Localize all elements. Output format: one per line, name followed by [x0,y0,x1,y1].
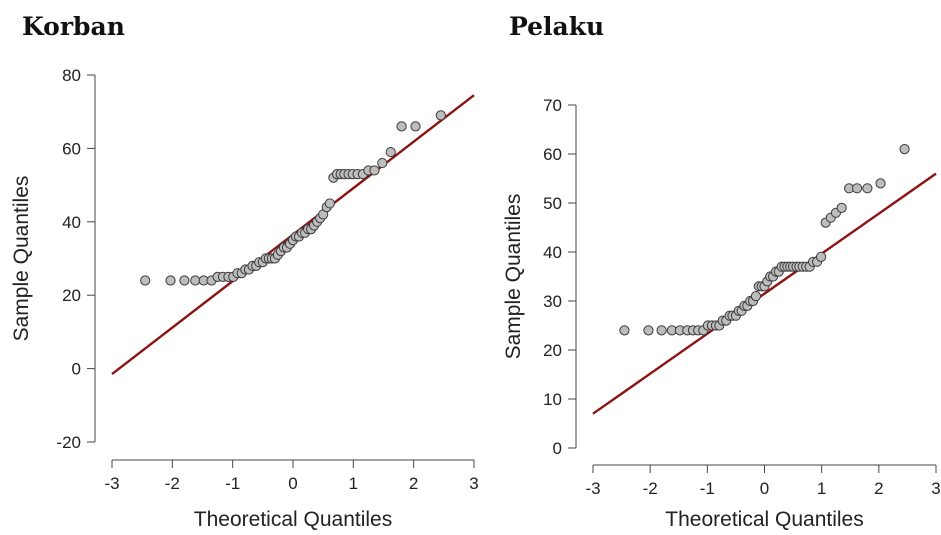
korban-data-point [190,275,201,286]
korban-data-point [369,165,380,176]
pelaku-x-tick-label: 2 [874,479,883,498]
pelaku-y-axis-label: Sample Quantiles [502,194,525,360]
pelaku-data-point [750,291,762,302]
korban-qq-plot: -20 0 20 40 60 80 -3 -2 -1 0 1 2 3 Theoretical Quanti… [10,66,479,531]
korban-data-point [435,110,446,121]
pelaku-title: Pelaku [509,12,605,41]
pelaku-x-tick-label: 1 [817,479,826,498]
pelaku-x-tick-label: -1 [700,479,715,498]
korban-x-tick-label: 3 [469,474,478,493]
korban-y-axis-label: Sample Quantiles [10,176,33,342]
pelaku-y-tick-label: 20 [543,341,562,360]
pelaku-x-tick-label: 3 [931,479,940,498]
korban-data-point [396,121,407,132]
pelaku-data-point [836,202,847,213]
pelaku-x-axis-label: Theoretical Quantiles [665,508,863,531]
pelaku-x-tick-label: -2 [643,479,658,498]
pelaku-x-tick-label: -3 [585,479,600,498]
korban-y-tick-label: 60 [62,139,81,158]
pelaku-reference-line [592,172,937,415]
korban-x-axis-label: Theoretical Quantiles [194,508,392,531]
pelaku-x-tick-label: 0 [760,479,769,498]
korban-y-tick-label: 80 [62,66,81,85]
pelaku-data-point [862,183,873,194]
korban-x-tick-label: 0 [288,474,297,493]
korban-data-point [179,275,190,286]
korban-data-point [410,121,421,132]
pelaku-y-tick-label: 70 [543,96,562,115]
korban-title: Korban [22,12,125,41]
pelaku-y-tick-label: 0 [553,439,562,458]
pelaku-qq-plot: 0 10 20 30 40 50 60 70 -3 -2 -1 0 1 2 3 Theoretical Qua… [502,96,941,531]
korban-x-tick-label: -3 [104,474,119,493]
pelaku-data-point [852,183,863,194]
korban-data-point [165,275,176,286]
korban-data-point [140,275,151,286]
pelaku-data-point [619,325,630,336]
korban-data-point [377,157,388,169]
korban-y-tick-label: 40 [62,213,81,232]
korban-y-tick-label: -20 [56,433,81,452]
korban-x-tick-label: 2 [409,474,418,493]
pelaku-y-tick-label: 40 [543,243,562,262]
pelaku-y-tick-label: 50 [543,194,562,213]
pelaku-y-tick-label: 30 [543,292,562,311]
korban-x-tick-label: -2 [165,474,180,493]
korban-y-tick-label: 0 [72,360,81,379]
pelaku-y-tick-label: 10 [543,390,562,409]
korban-x-tick-label: 1 [349,474,358,493]
korban-x-tick-label: -1 [225,474,240,493]
korban-data-point [385,146,396,158]
pelaku-data-point [643,325,654,336]
pelaku-data-point [815,251,827,262]
pelaku-data-point [899,144,910,155]
pelaku-data-point [656,325,667,336]
pelaku-y-tick-label: 60 [543,145,562,164]
korban-data-point [324,198,335,209]
korban-y-tick-label: 20 [62,286,81,305]
pelaku-data-point [875,178,886,189]
